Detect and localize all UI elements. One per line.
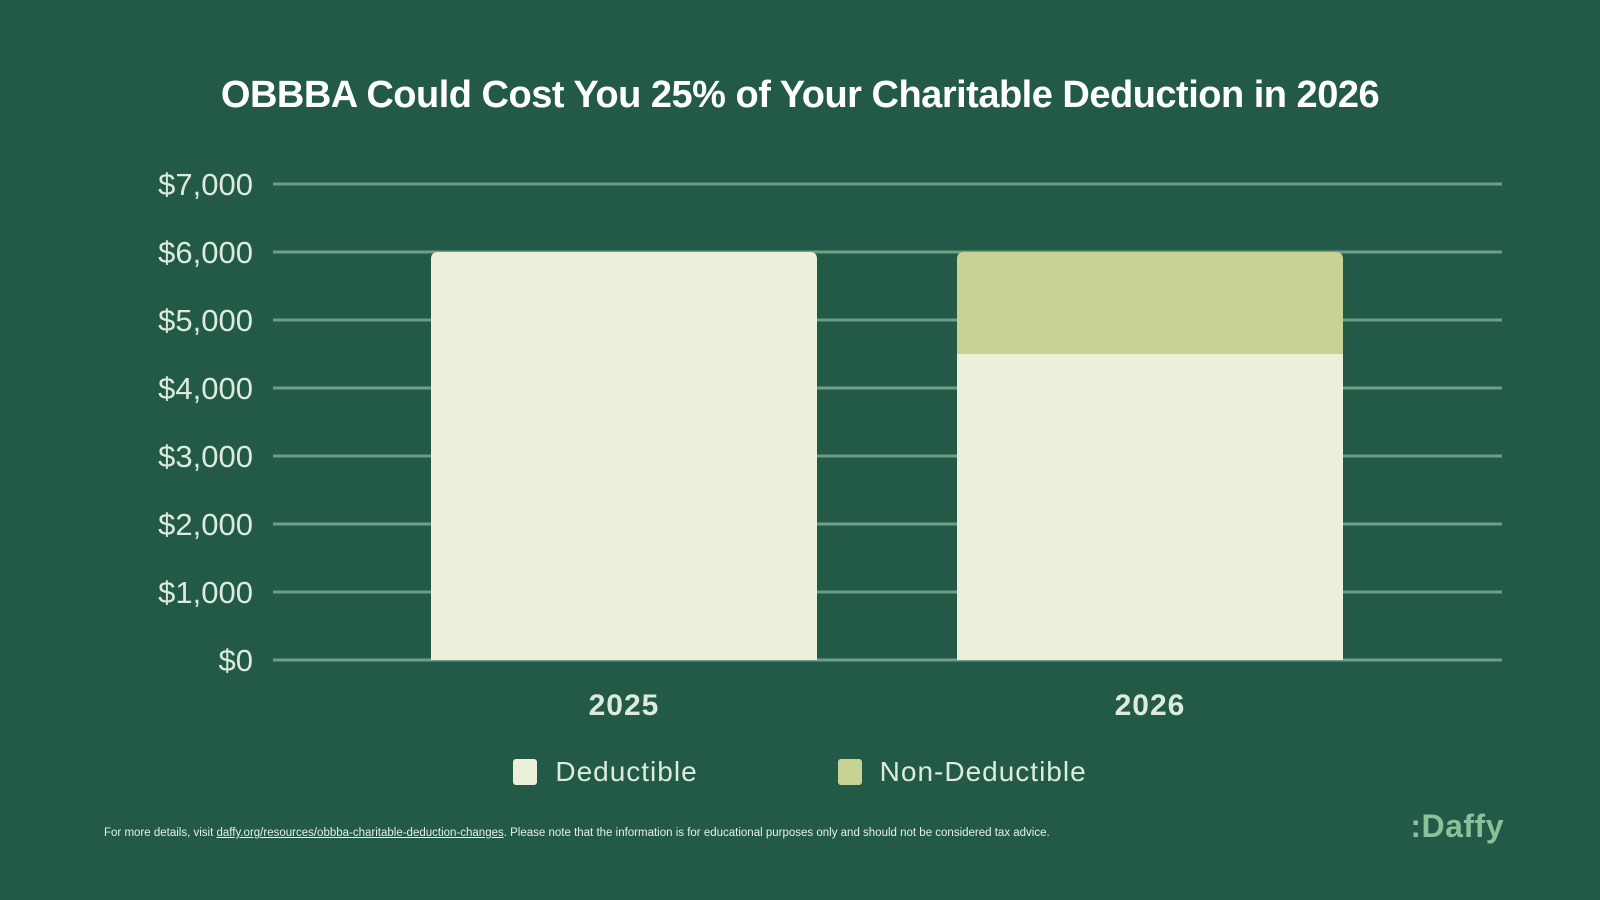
y-tick-label: $3,000 [158, 439, 253, 474]
y-tick-label: $0 [219, 643, 253, 678]
bars [431, 252, 1343, 660]
y-tick-label: $7,000 [158, 167, 253, 202]
resource-link[interactable]: daffy.org/resources/obbba-charitable-ded… [216, 827, 504, 839]
bar-2026-deductible [957, 354, 1343, 660]
x-tick-label: 2026 [1115, 689, 1186, 722]
y-axis-tick-labels: $0 $1,000 $2,000 $3,000 $4,000 $5,000 $6,000 $7… [158, 167, 253, 678]
legend-swatch-non-deductible [837, 759, 862, 785]
chart-title: OBBBA Could Cost You 25% of Your Charita… [220, 74, 1380, 116]
footnote-disclaimer: . Please note that the information is fo… [503, 827, 1050, 839]
x-axis-tick-labels: 2025 2026 [589, 689, 1186, 722]
bar-chart: $0 $1,000 $2,000 $3,000 $4,000 $5,000 $6,000 $7… [158, 167, 1502, 722]
x-tick-label: 2025 [589, 689, 660, 722]
bar-2025-deductible [431, 252, 817, 660]
legend-label-deductible: Deductible [555, 756, 698, 787]
bar-2026-non-deductible [957, 252, 1343, 354]
y-tick-label: $1,000 [158, 575, 253, 610]
footnote: For more details, visit daffy.org/resour… [104, 827, 1050, 839]
daffy-logo: :Daffy [1410, 808, 1504, 844]
y-tick-label: $5,000 [158, 303, 253, 338]
y-tick-label: $6,000 [158, 235, 253, 270]
footnote-prefix: For more details, visit [104, 827, 217, 839]
legend-item-deductible: Deductible [513, 756, 697, 788]
legend-item-non-deductible: Non-Deductible [837, 756, 1087, 788]
legend: Deductible Non-Deductible [0, 756, 1600, 788]
y-tick-label: $2,000 [158, 507, 253, 542]
legend-swatch-deductible [513, 759, 538, 785]
y-tick-label: $4,000 [158, 371, 253, 406]
legend-label-non-deductible: Non-Deductible [879, 756, 1087, 787]
